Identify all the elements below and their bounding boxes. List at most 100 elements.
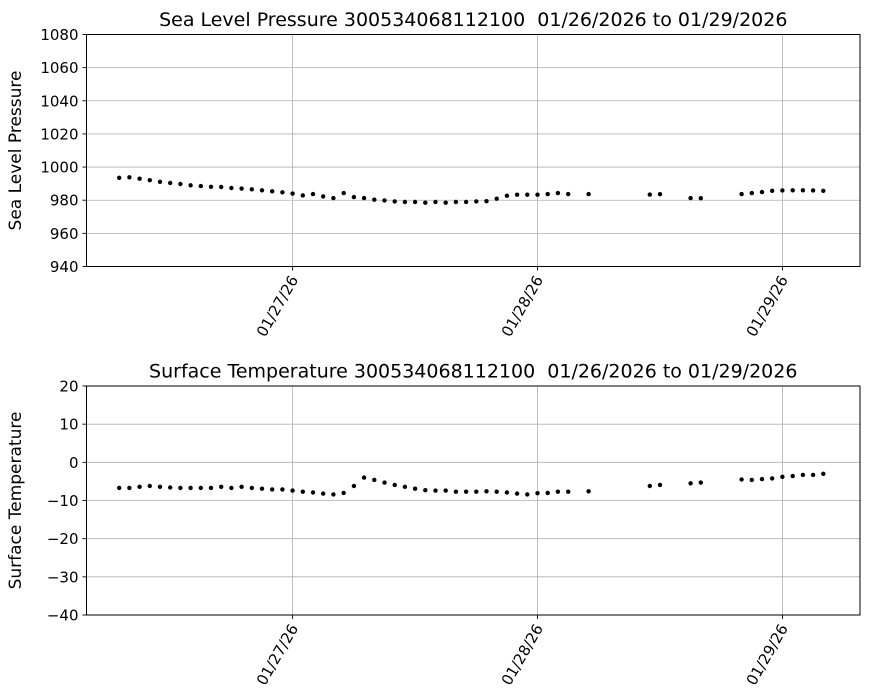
data-point — [504, 490, 510, 495]
data-point — [535, 491, 540, 496]
data-point — [321, 194, 326, 199]
data-point — [514, 491, 520, 496]
data-point — [188, 183, 193, 188]
data-point — [749, 190, 754, 196]
data-point — [259, 188, 265, 193]
data-point — [759, 476, 765, 482]
data-point — [474, 489, 479, 494]
data-point — [780, 188, 785, 193]
data-point — [545, 191, 550, 197]
data-point — [402, 484, 408, 489]
data-point — [137, 484, 142, 489]
sea-level-pressure-ylabel: Sea Level Pressure — [6, 71, 26, 231]
data-point — [310, 191, 316, 197]
x-tick-label: 01/28/26 — [498, 621, 547, 688]
data-point — [821, 188, 826, 193]
sea-level-pressure-title: Sea Level Pressure 300534068112100 01/26… — [159, 9, 787, 31]
data-point — [372, 197, 377, 202]
data-point — [698, 480, 703, 485]
data-point — [290, 191, 295, 196]
data-point — [249, 485, 254, 491]
data-point — [821, 471, 826, 476]
y-tick-label: 1020 — [40, 125, 78, 143]
data-point — [657, 192, 663, 197]
data-point — [484, 199, 489, 204]
data-point — [178, 485, 183, 491]
data-point — [453, 489, 459, 494]
data-point — [239, 186, 244, 191]
data-point — [780, 474, 785, 479]
y-tick-label: 10 — [59, 416, 78, 434]
data-point — [300, 193, 305, 198]
y-tick-label: −10 — [47, 492, 79, 510]
data-point — [229, 185, 234, 191]
data-point — [168, 485, 173, 490]
y-tick-label: −30 — [47, 568, 79, 586]
data-point — [800, 472, 806, 478]
data-point — [249, 187, 254, 192]
sea-level-pressure-x-axis: 01/27/26 01/28/26 01/29/26 — [253, 266, 792, 340]
data-point — [351, 483, 357, 489]
data-point — [137, 176, 142, 181]
y-tick-label: 1000 — [40, 159, 78, 177]
data-point — [219, 484, 224, 489]
y-tick-label: 980 — [50, 192, 79, 210]
data-point — [341, 490, 346, 496]
data-point — [494, 196, 499, 201]
data-point — [566, 191, 571, 197]
y-tick-label: 1040 — [40, 92, 78, 110]
data-point — [566, 489, 571, 494]
data-point — [117, 485, 122, 491]
data-point — [372, 477, 377, 483]
data-point — [280, 190, 285, 195]
data-point — [474, 199, 479, 204]
data-point — [739, 477, 744, 482]
sea-level-pressure-plot-border — [86, 34, 861, 267]
x-tick-label: 01/29/26 — [743, 273, 792, 340]
y-tick-label: 1080 — [40, 26, 78, 44]
sea-level-pressure-y-axis: 940 960 980 1000 1020 1040 1060 1080 — [40, 26, 87, 276]
y-tick-label: 960 — [50, 225, 79, 243]
data-point — [361, 475, 367, 480]
data-point — [351, 194, 357, 200]
data-point — [463, 199, 469, 205]
data-point — [127, 175, 132, 180]
data-point — [229, 485, 234, 491]
data-point — [392, 199, 397, 204]
data-point — [157, 179, 163, 184]
data-point — [321, 491, 326, 496]
data-point — [657, 482, 663, 488]
data-point — [423, 488, 428, 493]
data-point — [208, 184, 214, 189]
data-point — [198, 485, 203, 491]
data-point — [270, 487, 275, 492]
data-point — [749, 477, 754, 483]
data-point — [382, 480, 387, 485]
data-point — [412, 199, 418, 205]
data-point — [484, 489, 489, 494]
data-point — [453, 199, 459, 205]
sea-level-pressure-gridlines — [86, 34, 860, 267]
data-point — [770, 188, 775, 193]
data-point — [494, 489, 499, 494]
x-tick-label: 01/27/26 — [253, 621, 302, 688]
surface-temperature-x-axis: 01/27/26 01/28/26 01/29/26 — [253, 615, 792, 688]
data-point — [147, 178, 152, 183]
data-point — [433, 488, 438, 493]
data-point — [290, 488, 295, 493]
data-point — [412, 486, 418, 491]
data-point — [188, 485, 193, 491]
data-point — [790, 473, 795, 479]
data-point — [545, 490, 550, 496]
data-point — [259, 486, 265, 491]
data-point — [239, 484, 244, 489]
data-point — [423, 200, 428, 205]
data-point — [586, 489, 591, 494]
data-point — [647, 192, 652, 197]
surface-temperature-points — [117, 471, 826, 497]
data-point — [555, 489, 561, 494]
x-tick-label: 01/29/26 — [743, 621, 792, 688]
data-point — [800, 188, 806, 193]
surface-temperature-chart: −40 −30 −20 −10 0 10 20 01/27/26 01/28/26 01/29/2… — [6, 361, 861, 688]
